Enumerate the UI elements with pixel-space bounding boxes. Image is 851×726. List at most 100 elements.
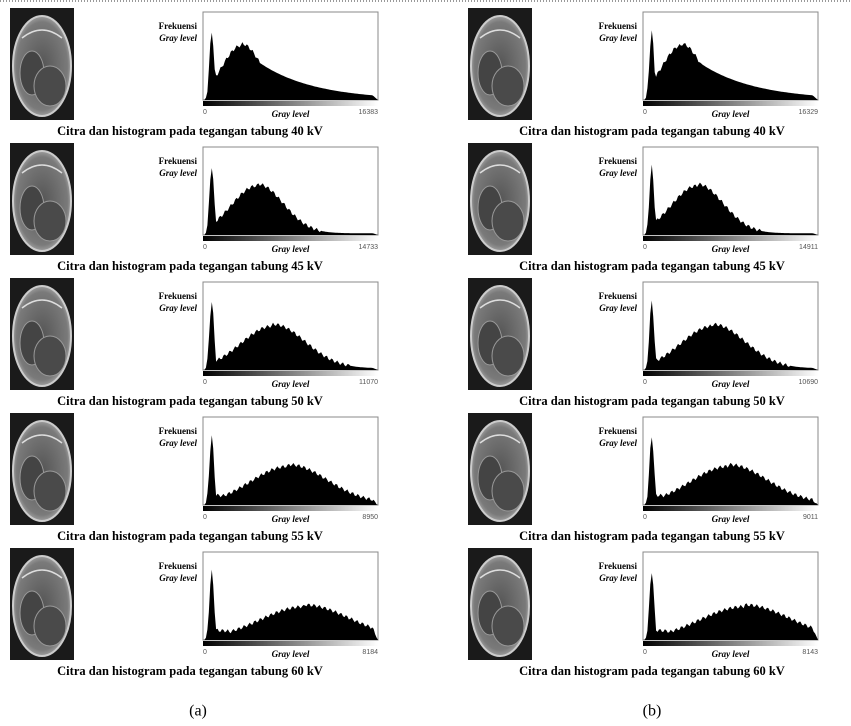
y-label: Frekuensi: [159, 561, 198, 571]
panel-row: Frekuensi Gray level 0 11070 Gray level Citra…: [10, 278, 379, 408]
histogram: [203, 569, 378, 640]
x-min-label: 0: [203, 514, 207, 521]
panel-label: (a): [189, 703, 207, 720]
x-max-label: 14911: [799, 244, 818, 251]
x-min-label: 0: [643, 379, 647, 386]
gray-bar: [203, 641, 378, 646]
caption: Citra dan histogram pada tegangan tabung…: [57, 664, 323, 678]
scan-detail: [479, 299, 521, 309]
scan-region: [33, 200, 67, 242]
caption: Citra dan histogram pada tegangan tabung…: [519, 394, 785, 408]
panel-row: Frekuensi Gray level 0 14733 Gray level Citra…: [10, 143, 379, 273]
panel-label: (b): [643, 703, 662, 720]
x-label: Gray level: [272, 109, 310, 119]
scan-region: [491, 200, 525, 242]
y-label: Gray level: [599, 438, 637, 448]
panel-row: Frekuensi Gray level 0 16329 Gray level Citra…: [468, 8, 819, 138]
gray-bar: [643, 641, 818, 646]
scan-detail: [21, 569, 63, 579]
scan-detail: [479, 29, 521, 39]
caption: Citra dan histogram pada tegangan tabung…: [519, 124, 785, 138]
caption: Citra dan histogram pada tegangan tabung…: [519, 259, 785, 273]
scan-region: [33, 65, 67, 107]
scan-region: [491, 335, 525, 377]
scan-region: [491, 605, 525, 647]
gray-bar: [643, 371, 818, 376]
x-max-label: 8184: [362, 649, 378, 656]
panel-row: Frekuensi Gray level 0 9011 Gray level Citra …: [468, 413, 819, 543]
y-label: Gray level: [599, 573, 637, 583]
y-label: Gray level: [159, 573, 197, 583]
panel-row: Frekuensi Gray level 0 14911 Gray level Citra…: [468, 143, 819, 273]
caption: Citra dan histogram pada tegangan tabung…: [519, 529, 785, 543]
x-max-label: 9011: [803, 514, 818, 521]
scan-region: [33, 470, 67, 512]
x-min-label: 0: [203, 109, 207, 116]
y-label: Frekuensi: [599, 21, 638, 31]
y-label: Frekuensi: [159, 21, 198, 31]
x-label: Gray level: [712, 649, 750, 659]
scan-detail: [21, 164, 63, 174]
panel-row: Frekuensi Gray level 0 16383 Gray level Citra…: [10, 8, 379, 138]
caption: Citra dan histogram pada tegangan tabung…: [57, 394, 323, 408]
y-label: Gray level: [159, 33, 197, 43]
scan-region: [33, 335, 67, 377]
gray-bar: [203, 506, 378, 511]
gray-bar: [643, 506, 818, 511]
x-max-label: 16383: [359, 109, 379, 116]
histogram: [643, 30, 818, 100]
y-label: Gray level: [599, 33, 637, 43]
gray-bar: [643, 101, 818, 106]
x-label: Gray level: [272, 649, 310, 659]
y-label: Frekuensi: [159, 426, 198, 436]
x-min-label: 0: [643, 109, 647, 116]
scan-detail: [479, 164, 521, 174]
histogram: [203, 168, 378, 235]
caption: Citra dan histogram pada tegangan tabung…: [57, 259, 323, 273]
panel-row: Frekuensi Gray level 0 8143 Gray level Citra …: [468, 548, 819, 678]
x-label: Gray level: [712, 514, 750, 524]
x-label: Gray level: [712, 379, 750, 389]
scan-detail: [479, 434, 521, 444]
x-max-label: 10690: [799, 379, 819, 386]
x-label: Gray level: [712, 244, 750, 254]
gray-bar: [203, 371, 378, 376]
panel-row: Frekuensi Gray level 0 10690 Gray level Citra…: [468, 278, 819, 408]
y-label: Frekuensi: [159, 156, 198, 166]
histogram: [643, 164, 818, 235]
y-label: Frekuensi: [159, 291, 198, 301]
x-min-label: 0: [643, 514, 647, 521]
histogram: [643, 300, 818, 370]
gray-bar: [643, 236, 818, 241]
y-label: Gray level: [159, 168, 197, 178]
scan-detail: [479, 569, 521, 579]
x-min-label: 0: [203, 379, 207, 386]
y-label: Gray level: [159, 303, 197, 313]
y-label: Frekuensi: [599, 291, 638, 301]
histogram: [203, 32, 378, 100]
x-max-label: 8143: [802, 649, 818, 656]
gray-bar: [203, 236, 378, 241]
scan-detail: [21, 299, 63, 309]
x-max-label: 16329: [799, 109, 819, 116]
y-label: Frekuensi: [599, 426, 638, 436]
x-min-label: 0: [643, 649, 647, 656]
panel-row: Frekuensi Gray level 0 8184 Gray level Citra …: [10, 548, 379, 678]
panel-row: Frekuensi Gray level 0 8950 Gray level Citra …: [10, 413, 379, 543]
x-max-label: 14733: [359, 244, 379, 251]
x-label: Gray level: [272, 379, 310, 389]
caption: Citra dan histogram pada tegangan tabung…: [519, 664, 785, 678]
scan-region: [491, 470, 525, 512]
caption: Citra dan histogram pada tegangan tabung…: [57, 124, 323, 138]
y-label: Frekuensi: [599, 156, 638, 166]
x-label: Gray level: [272, 244, 310, 254]
histogram: [203, 435, 378, 505]
scan-region: [33, 605, 67, 647]
gray-bar: [203, 101, 378, 106]
caption: Citra dan histogram pada tegangan tabung…: [57, 529, 323, 543]
scan-detail: [21, 29, 63, 39]
x-max-label: 11070: [359, 379, 378, 386]
histogram: [643, 437, 818, 505]
x-min-label: 0: [203, 244, 207, 251]
